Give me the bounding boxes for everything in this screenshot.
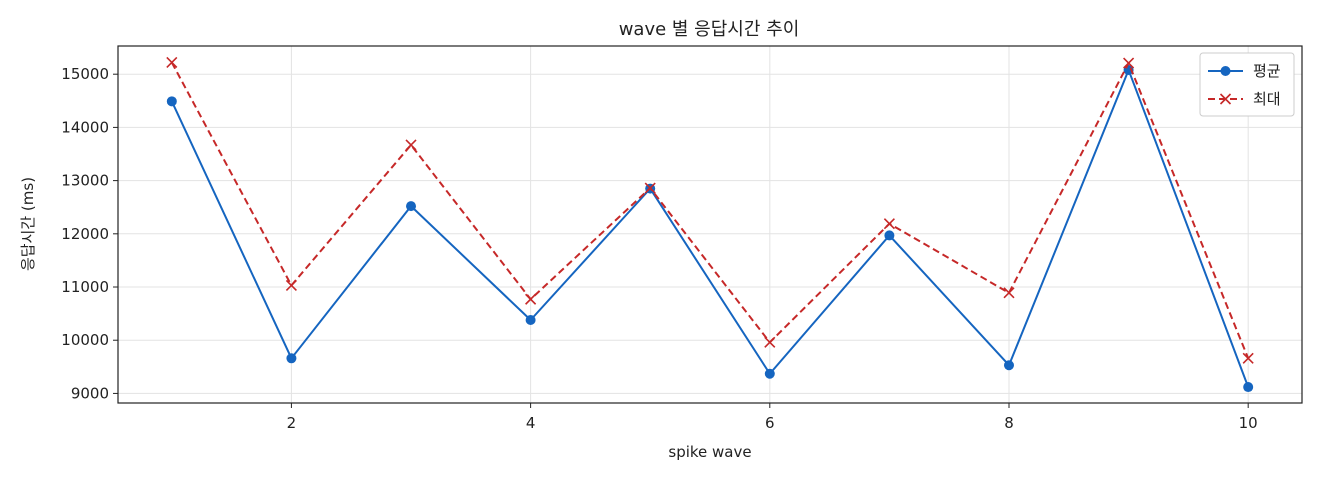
data-point-avg (1243, 382, 1254, 393)
data-point-avg (286, 353, 297, 364)
y-tick-label: 12000 (61, 225, 109, 243)
data-point-avg (884, 230, 895, 241)
series-avg (166, 64, 1254, 393)
data-point-max (405, 139, 417, 151)
x-tick-label: 10 (1239, 414, 1258, 432)
legend-label-avg: 평균 (1253, 62, 1281, 80)
legend-marker-avg (1220, 66, 1231, 76)
series-layer (166, 56, 1254, 393)
x-axis-title: spike wave (668, 443, 751, 461)
data-point-avg (1003, 360, 1014, 371)
x-tick-label: 4 (526, 414, 536, 432)
y-axis-title: 응답시간 (ms) (19, 177, 37, 271)
y-tick-label: 11000 (61, 278, 109, 296)
series-max (166, 56, 1254, 364)
data-point-max (644, 182, 656, 194)
tick-layer: 2 4 6 8 10 9000 10000 11000 12000 13000 14000 15000 (61, 65, 1257, 432)
y-tick-label: 10000 (61, 331, 109, 349)
data-point-max (1242, 352, 1254, 364)
series-line-max (170, 62, 1250, 359)
y-tick-label: 9000 (71, 384, 109, 402)
grid (118, 46, 1302, 403)
data-point-avg (406, 201, 417, 212)
data-point-avg (525, 315, 536, 326)
y-tick-label: 13000 (61, 172, 109, 190)
plot-frame (117, 45, 1303, 404)
data-point-max (285, 279, 297, 291)
data-point-max (525, 293, 537, 305)
legend-marker-max (1219, 93, 1232, 105)
y-tick-label: 14000 (61, 118, 109, 136)
y-tick-label: 15000 (61, 65, 109, 83)
data-point-max (883, 218, 895, 230)
chart-title: wave 별 응답시간 추이 (619, 19, 800, 40)
data-point-avg (764, 368, 775, 379)
legend-label-max: 최대 (1253, 90, 1281, 108)
data-point-max (764, 336, 776, 348)
series-line-avg (170, 68, 1250, 388)
x-tick-label: 6 (765, 414, 775, 432)
x-tick-label: 2 (287, 414, 297, 432)
x-tick-label: 8 (1004, 414, 1014, 432)
data-point-max (1123, 57, 1135, 69)
data-point-avg (166, 96, 177, 107)
data-point-max (166, 56, 178, 69)
data-point-max (1003, 287, 1015, 299)
